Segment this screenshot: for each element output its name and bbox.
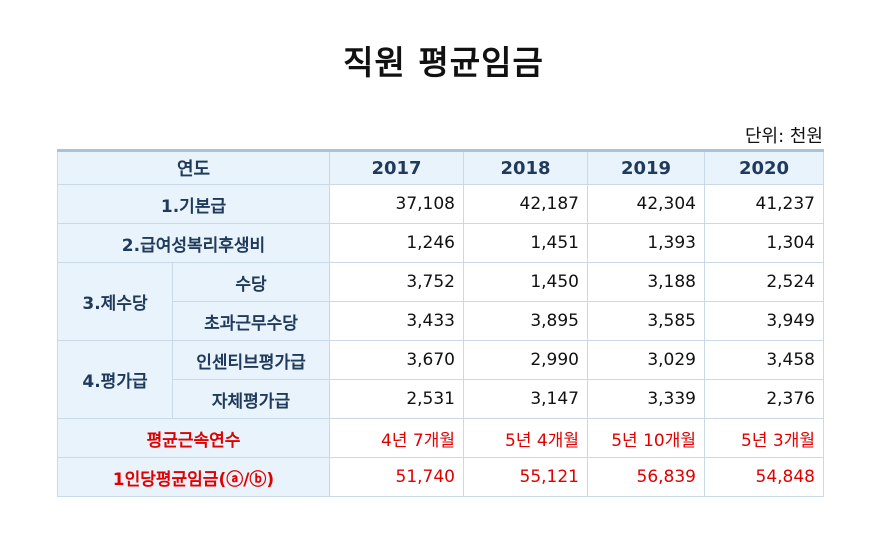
cell-value: 5년 4개월 (463, 418, 588, 458)
cell-value: 1,450 (463, 262, 588, 302)
header-year-2019: 2019 (587, 149, 705, 185)
cell-value: 3,895 (463, 301, 588, 341)
cell-value: 5년 10개월 (587, 418, 705, 458)
row-label-allowance: 3.제수당 (57, 262, 173, 341)
sub-label-self-eval: 자체평가급 (172, 379, 330, 419)
header-year-2020: 2020 (704, 149, 824, 185)
wage-table: 연도 2017 2018 2019 2020 1.기본급 37,108 42,1… (57, 149, 824, 497)
table-row-avg-wage: 1인당평균임금(ⓐ/ⓑ) 51,740 55,121 56,839 54,848 (57, 457, 824, 497)
cell-value: 3,339 (587, 379, 705, 419)
cell-value: 37,108 (329, 184, 464, 224)
cell-value: 1,246 (329, 223, 464, 263)
cell-value: 51,740 (329, 457, 464, 497)
table-row-self-eval: 자체평가급 2,531 3,147 3,339 2,376 (58, 379, 824, 419)
cell-value: 56,839 (587, 457, 705, 497)
cell-value: 3,458 (704, 340, 824, 380)
row-label-tenure: 평균근속연수 (57, 418, 330, 458)
table-row-incentive: 4.평가급 인센티브평가급 3,670 2,990 3,029 3,458 (57, 340, 824, 419)
header-year-2018: 2018 (463, 149, 588, 185)
header-year-2017: 2017 (329, 149, 464, 185)
cell-value: 3,147 (463, 379, 588, 419)
cell-value: 1,304 (704, 223, 824, 263)
cell-value: 2,376 (704, 379, 824, 419)
page-title: 직원 평균임금 (343, 43, 544, 82)
sub-label-overtime: 초과근무수당 (172, 301, 330, 341)
cell-value: 41,237 (704, 184, 824, 224)
table-row-allowance: 3.제수당 수당 3,752 1,450 3,188 2,524 (57, 262, 824, 341)
row-label-basic: 1.기본급 (57, 184, 330, 224)
table-row-welfare: 2.급여성복리후생비 1,246 1,451 1,393 1,304 (57, 223, 824, 263)
cell-value: 2,531 (329, 379, 464, 419)
cell-value: 3,949 (704, 301, 824, 341)
cell-value: 2,990 (463, 340, 588, 380)
table-row-overtime: 초과근무수당 3,433 3,895 3,585 3,949 (58, 301, 824, 341)
cell-value: 5년 3개월 (704, 418, 824, 458)
cell-value: 3,585 (587, 301, 705, 341)
cell-value: 3,752 (329, 262, 464, 302)
cell-value: 54,848 (704, 457, 824, 497)
sub-label-incentive: 인센티브평가급 (172, 340, 330, 380)
table-row-tenure: 평균근속연수 4년 7개월 5년 4개월 5년 10개월 5년 3개월 (57, 418, 824, 458)
header-year-label: 연도 (57, 149, 330, 185)
sub-label-allowance: 수당 (172, 262, 330, 302)
cell-value: 3,433 (329, 301, 464, 341)
row-label-evaluation: 4.평가급 (57, 340, 173, 419)
unit-label: 단위: 천원 (744, 126, 823, 147)
cell-value: 55,121 (463, 457, 588, 497)
table-row-basic: 1.기본급 37,108 42,187 42,304 41,237 (57, 184, 824, 224)
cell-value: 3,029 (587, 340, 705, 380)
cell-value: 42,304 (587, 184, 705, 224)
cell-value: 2,524 (704, 262, 824, 302)
cell-value: 3,670 (329, 340, 464, 380)
cell-value: 1,393 (587, 223, 705, 263)
row-label-avg-wage: 1인당평균임금(ⓐ/ⓑ) (57, 457, 330, 497)
row-label-welfare: 2.급여성복리후생비 (57, 223, 330, 263)
header-row: 연도 2017 2018 2019 2020 (57, 149, 824, 185)
cell-value: 1,451 (463, 223, 588, 263)
cell-value: 4년 7개월 (329, 418, 464, 458)
cell-value: 42,187 (463, 184, 588, 224)
cell-value: 3,188 (587, 262, 705, 302)
